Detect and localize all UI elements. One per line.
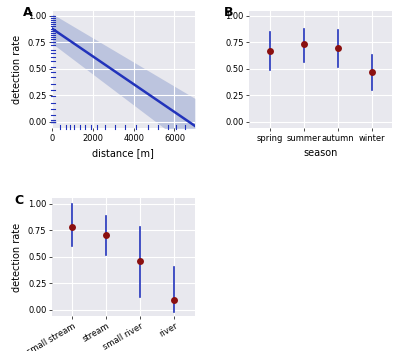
Text: B: B [224, 6, 233, 19]
Text: A: A [24, 6, 33, 19]
X-axis label: distance [m]: distance [m] [92, 148, 154, 158]
Y-axis label: detection rate: detection rate [12, 223, 22, 292]
Text: C: C [15, 194, 24, 207]
X-axis label: season: season [303, 148, 338, 158]
Y-axis label: detection rate: detection rate [12, 35, 22, 104]
